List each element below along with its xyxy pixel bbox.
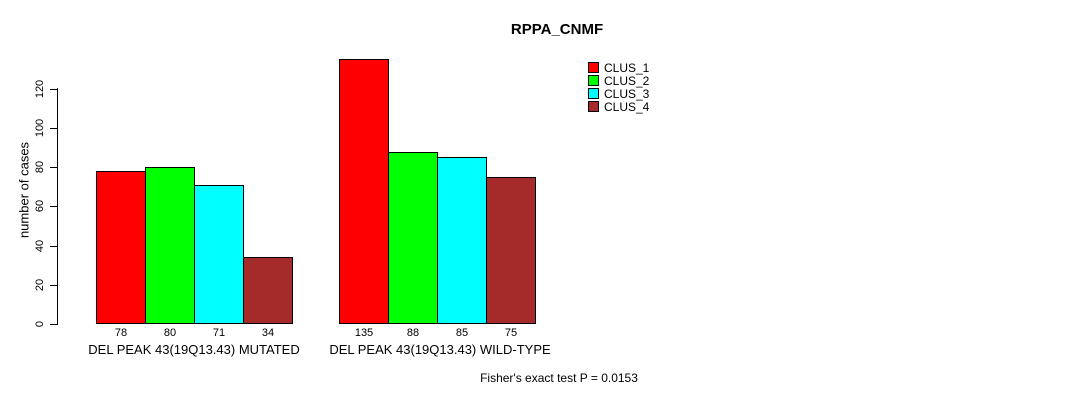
legend-swatch-icon <box>588 88 599 99</box>
bar-value-label: 85 <box>455 327 469 339</box>
legend: CLUS_1 CLUS_2 CLUS_3 CLUS_4 <box>588 60 650 114</box>
bar-value-label: 78 <box>114 327 128 339</box>
y-tick-mark <box>50 246 57 247</box>
bar-clus_3-group2 <box>437 157 487 324</box>
legend-swatch-icon <box>588 75 599 86</box>
bar-clus_2-group1 <box>145 167 195 324</box>
legend-swatch-icon <box>588 101 599 112</box>
legend-item-clus_3: CLUS_3 <box>588 86 650 101</box>
bar-value-label: 71 <box>212 327 226 339</box>
y-axis-line <box>57 88 58 325</box>
y-tick-mark <box>50 128 57 129</box>
legend-item-clus_4: CLUS_4 <box>588 99 650 114</box>
bar-value-label: 80 <box>163 327 177 339</box>
y-tick-mark <box>50 206 57 207</box>
y-tick-label: 80 <box>34 160 46 174</box>
legend-item-clus_1: CLUS_1 <box>588 60 650 75</box>
chart-title: RPPA_CNMF <box>510 21 604 38</box>
bar-clus_2-group2 <box>388 152 438 324</box>
group-label: DEL PEAK 43(19Q13.43) MUTATED <box>88 342 300 357</box>
bar-value-label: 75 <box>504 327 518 339</box>
y-tick-mark <box>50 167 57 168</box>
y-tick-label: 0 <box>34 320 46 328</box>
bar-value-label: 135 <box>354 327 374 339</box>
y-tick-label: 20 <box>34 278 46 292</box>
group-label: DEL PEAK 43(19Q13.43) WILD-TYPE <box>329 342 551 357</box>
y-tick-label: 40 <box>34 239 46 253</box>
legend-label: CLUS_3 <box>604 86 650 101</box>
legend-label: CLUS_1 <box>604 60 650 75</box>
y-tick-mark <box>50 324 57 325</box>
bar-clus_4-group2 <box>486 177 536 324</box>
y-axis-title: number of cases <box>16 141 32 239</box>
legend-label: CLUS_4 <box>604 99 650 114</box>
bar-clus_4-group1 <box>243 257 293 324</box>
bar-value-label: 88 <box>406 327 420 339</box>
bar-clus_3-group1 <box>194 185 244 324</box>
y-tick-label: 60 <box>34 199 46 213</box>
bar-clus_1-group1 <box>96 171 146 324</box>
legend-label: CLUS_2 <box>604 73 650 88</box>
y-tick-label: 100 <box>34 118 46 138</box>
footer-note: Fisher's exact test P = 0.0153 <box>480 371 638 385</box>
legend-swatch-icon <box>588 62 599 73</box>
bar-value-label: 34 <box>261 327 275 339</box>
y-tick-mark <box>50 89 57 90</box>
y-tick-mark <box>50 285 57 286</box>
y-tick-label: 120 <box>34 79 46 99</box>
legend-item-clus_2: CLUS_2 <box>588 73 650 88</box>
bar-clus_1-group2 <box>339 59 389 324</box>
